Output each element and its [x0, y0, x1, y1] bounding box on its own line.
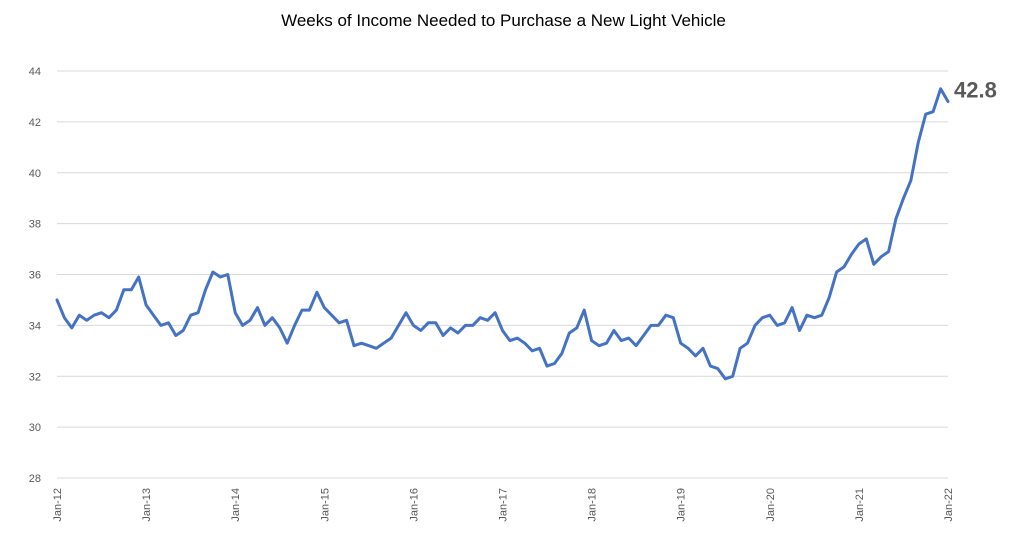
x-tick-label: Jan-15: [319, 488, 331, 522]
y-tick-label: 30: [29, 422, 41, 434]
y-tick-label: 32: [29, 371, 41, 383]
x-tick-label: Jan-14: [230, 488, 242, 522]
x-tick-label: Jan-17: [498, 488, 510, 522]
x-tick-label: Jan-16: [408, 488, 420, 522]
x-tick-label: Jan-19: [676, 488, 688, 522]
chart-title: Weeks of Income Needed to Purchase a New…: [281, 11, 726, 30]
y-tick-label: 36: [29, 270, 41, 282]
y-tick-label: 42: [29, 117, 41, 129]
y-tick-label: 38: [29, 219, 41, 231]
series-line: [55, 87, 950, 381]
end-value-label: 42.8: [954, 78, 997, 103]
x-tick-label: Jan-20: [765, 488, 777, 522]
y-tick-label: 44: [29, 66, 41, 78]
x-tick-label: Jan-22: [943, 488, 955, 522]
y-tick-label: 34: [29, 320, 41, 332]
x-tick-label: Jan-21: [854, 488, 866, 522]
x-tick-label: Jan-13: [141, 488, 153, 522]
x-tick-label: Jan-18: [587, 488, 599, 522]
x-tick-label: Jan-12: [52, 488, 64, 522]
y-tick-label: 40: [29, 168, 41, 180]
y-tick-label: 28: [29, 473, 41, 485]
